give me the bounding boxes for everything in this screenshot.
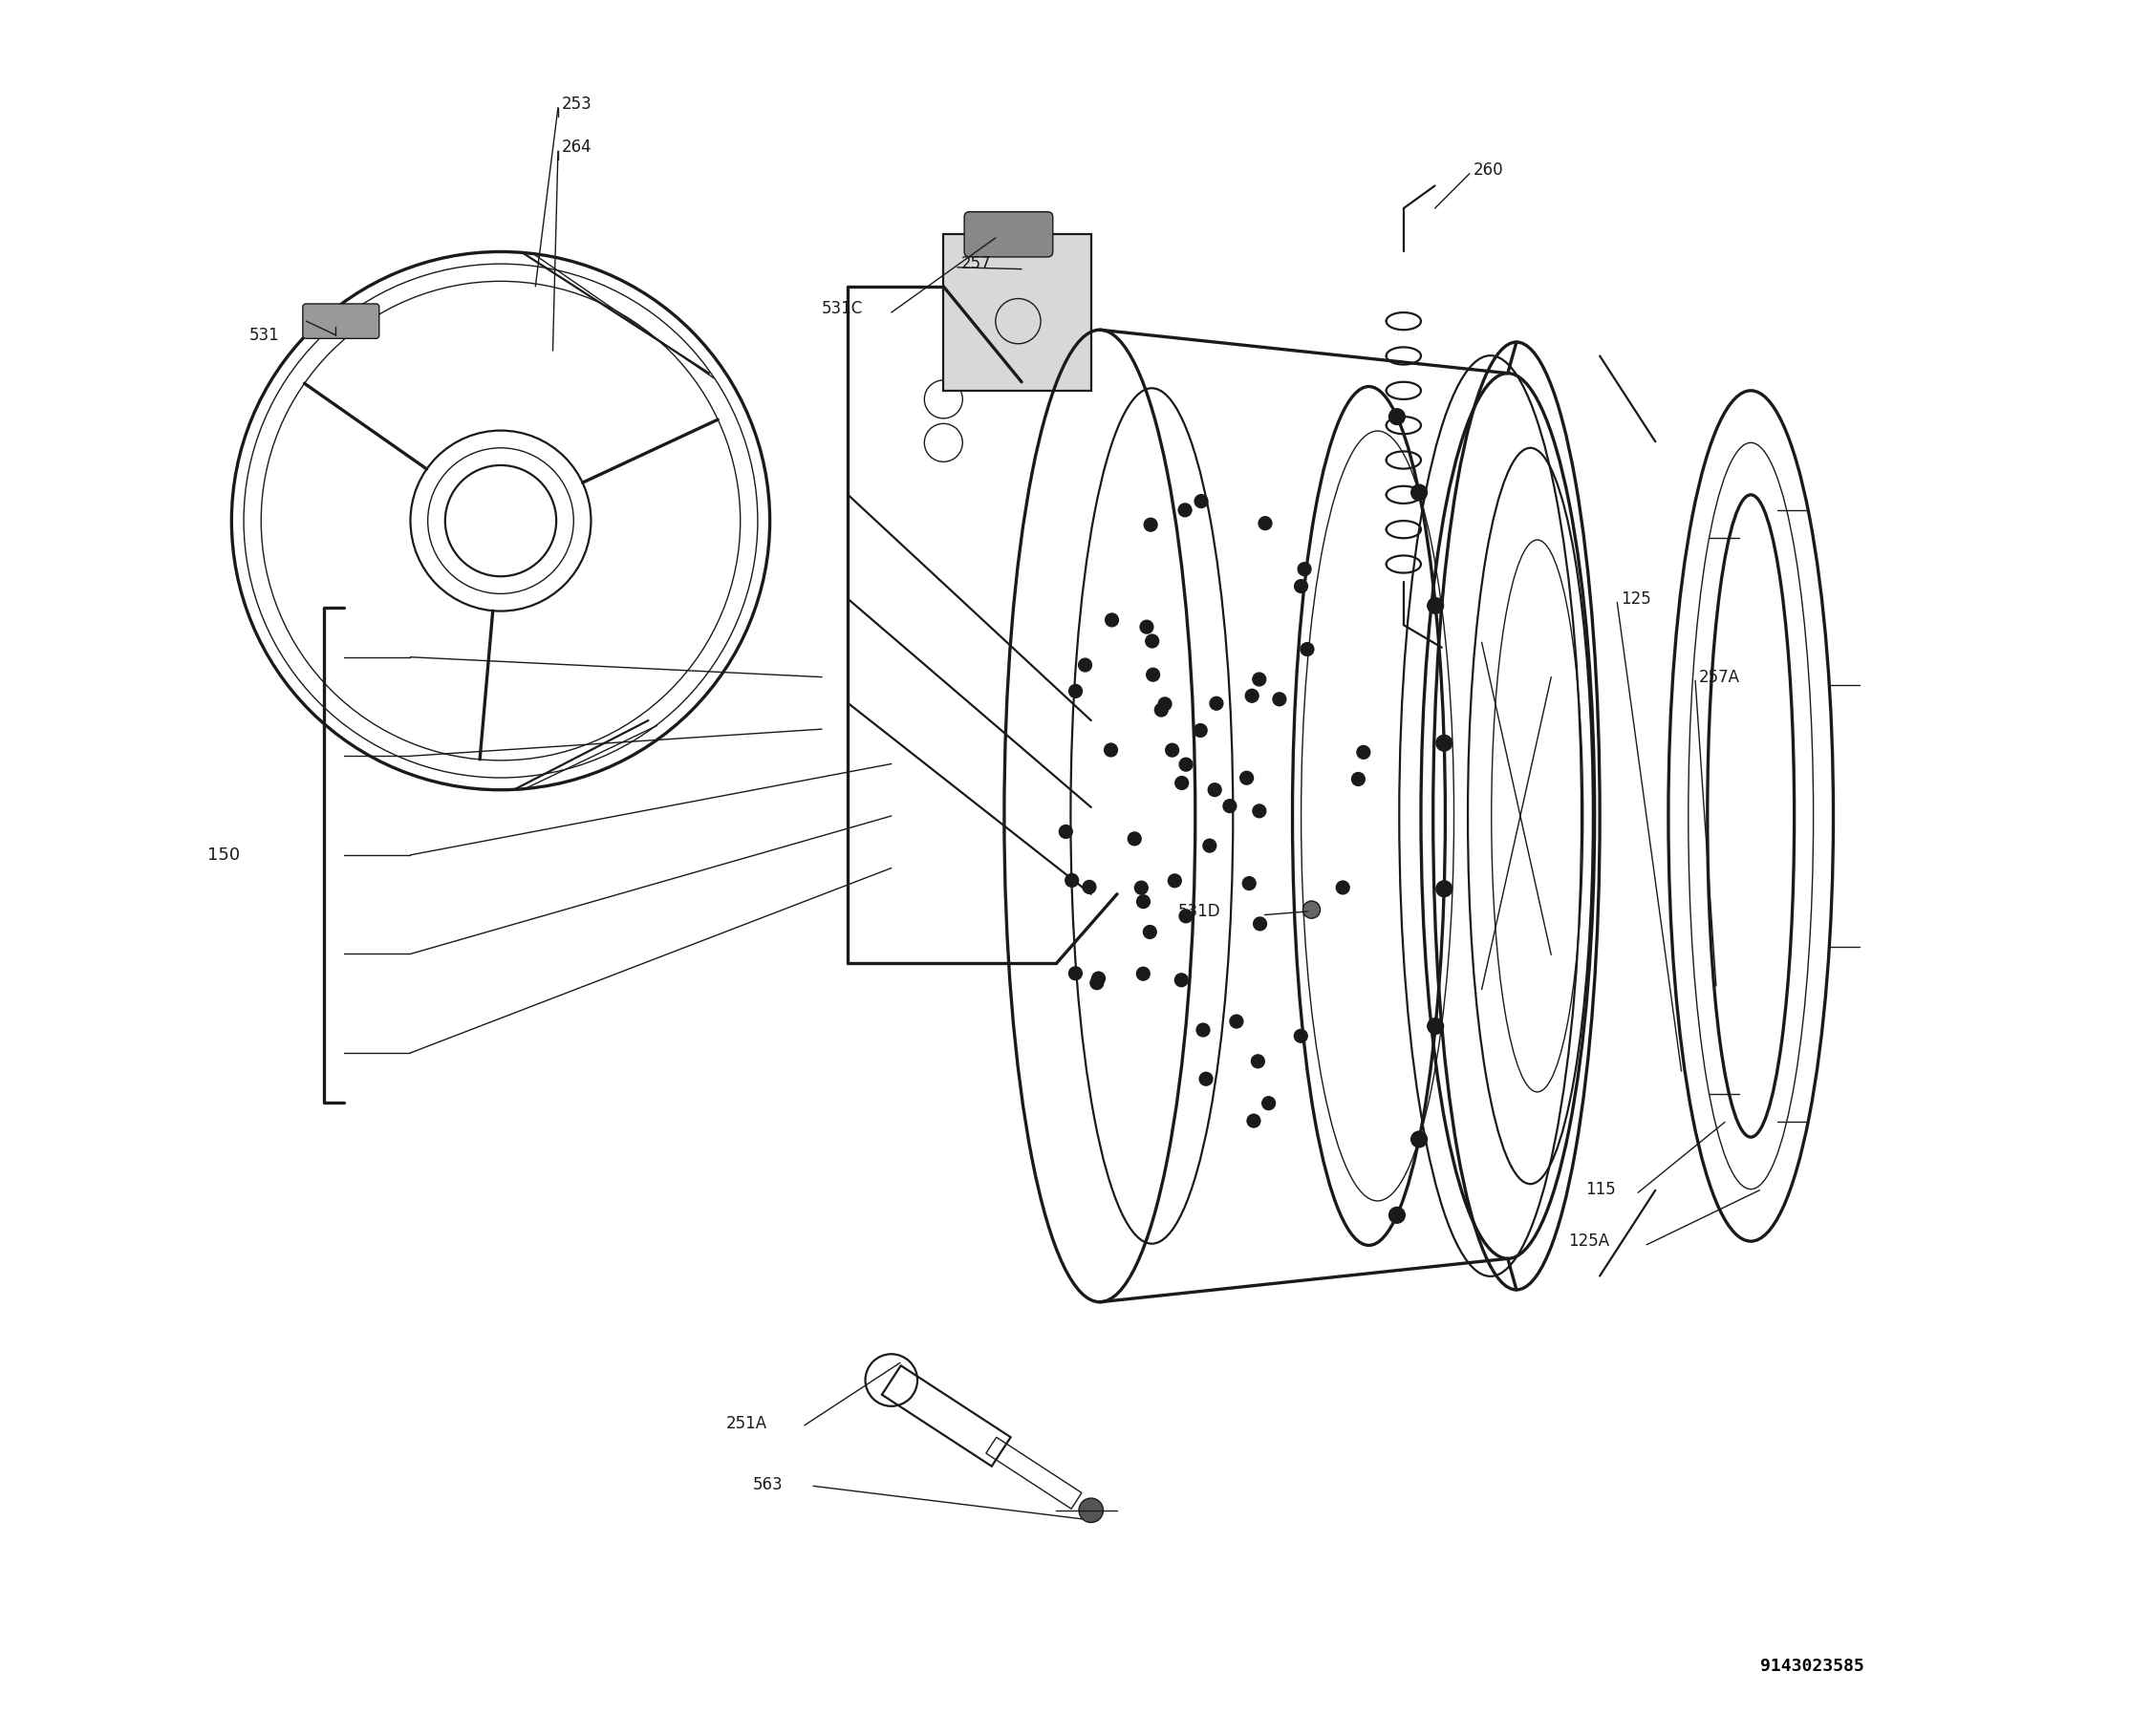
Circle shape — [1436, 734, 1453, 752]
Circle shape — [1242, 877, 1257, 891]
Circle shape — [1203, 838, 1216, 852]
Text: 531C: 531C — [822, 300, 863, 318]
Circle shape — [1263, 1097, 1276, 1109]
Text: 251A: 251A — [726, 1415, 767, 1432]
Circle shape — [1357, 746, 1370, 759]
Text: 563: 563 — [752, 1476, 782, 1493]
FancyBboxPatch shape — [302, 304, 379, 339]
Text: 264: 264 — [562, 139, 592, 156]
Circle shape — [1078, 658, 1093, 672]
Circle shape — [1295, 580, 1308, 592]
Circle shape — [1410, 1130, 1427, 1147]
Circle shape — [1146, 668, 1159, 681]
Circle shape — [1178, 503, 1191, 517]
Circle shape — [1229, 1016, 1244, 1028]
Circle shape — [1137, 967, 1150, 981]
Circle shape — [1103, 743, 1118, 757]
Circle shape — [1301, 642, 1314, 656]
Circle shape — [1252, 804, 1265, 818]
Circle shape — [1336, 880, 1350, 894]
Circle shape — [1208, 783, 1220, 797]
Circle shape — [1105, 613, 1118, 627]
Circle shape — [1410, 484, 1427, 502]
Circle shape — [1180, 759, 1193, 771]
Circle shape — [1353, 773, 1365, 786]
Text: 531: 531 — [249, 326, 279, 344]
Circle shape — [1193, 724, 1208, 738]
Circle shape — [1389, 1207, 1406, 1224]
Text: 257: 257 — [961, 255, 990, 273]
Text: 9143023585: 9143023585 — [1759, 1658, 1864, 1675]
Circle shape — [1137, 896, 1150, 908]
Circle shape — [1140, 620, 1152, 634]
Text: 253: 253 — [562, 95, 592, 113]
Circle shape — [1252, 674, 1265, 686]
Circle shape — [1129, 832, 1142, 845]
Circle shape — [1274, 693, 1287, 707]
Circle shape — [1093, 972, 1105, 984]
Circle shape — [1210, 696, 1223, 710]
Circle shape — [1080, 1498, 1103, 1522]
Circle shape — [1176, 974, 1189, 986]
Circle shape — [1223, 799, 1235, 812]
Circle shape — [1165, 743, 1178, 757]
Circle shape — [1069, 967, 1082, 979]
Circle shape — [1154, 703, 1167, 717]
Circle shape — [1427, 1017, 1444, 1035]
Circle shape — [1065, 873, 1078, 887]
Circle shape — [1180, 910, 1193, 924]
Text: 115: 115 — [1587, 1180, 1617, 1198]
Text: 150: 150 — [207, 847, 241, 863]
Circle shape — [1197, 1024, 1210, 1036]
Circle shape — [1304, 901, 1321, 918]
Circle shape — [1144, 517, 1157, 531]
Circle shape — [1195, 495, 1208, 509]
Circle shape — [1059, 825, 1071, 838]
FancyBboxPatch shape — [944, 234, 1091, 391]
Circle shape — [1389, 408, 1406, 425]
Text: 260: 260 — [1474, 161, 1504, 179]
FancyBboxPatch shape — [965, 212, 1052, 257]
Circle shape — [1176, 776, 1189, 790]
Circle shape — [1246, 1115, 1261, 1127]
Circle shape — [1252, 917, 1267, 930]
Circle shape — [1144, 925, 1157, 939]
Circle shape — [1159, 698, 1172, 710]
Circle shape — [1427, 597, 1444, 615]
Circle shape — [1069, 684, 1082, 698]
Circle shape — [1167, 875, 1182, 887]
Circle shape — [1082, 880, 1097, 894]
Text: 125A: 125A — [1568, 1233, 1610, 1250]
Circle shape — [1250, 1055, 1265, 1068]
Circle shape — [1146, 634, 1159, 648]
Circle shape — [1135, 882, 1148, 894]
Text: 257A: 257A — [1700, 668, 1740, 686]
Circle shape — [1199, 1073, 1212, 1085]
Circle shape — [1091, 976, 1103, 990]
Circle shape — [1246, 689, 1259, 703]
Circle shape — [1295, 1029, 1308, 1043]
Text: 531D: 531D — [1178, 903, 1220, 920]
Text: 125: 125 — [1621, 590, 1651, 608]
Circle shape — [1297, 562, 1312, 576]
Circle shape — [1259, 517, 1272, 529]
Circle shape — [1436, 880, 1453, 898]
Circle shape — [1240, 771, 1252, 785]
